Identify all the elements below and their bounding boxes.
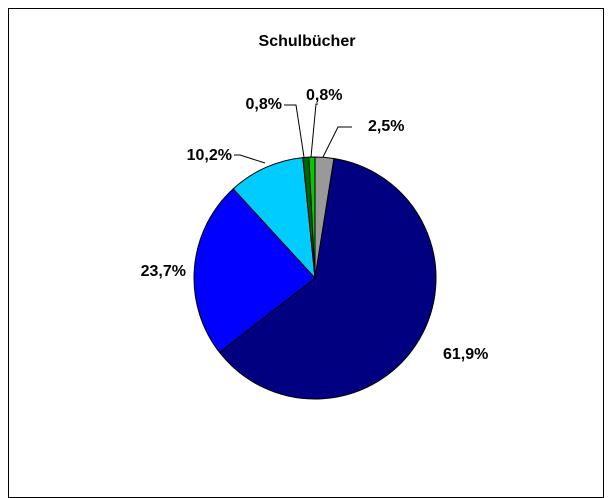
leader-line-6 (310, 103, 318, 158)
pie-slice-6 (308, 156, 316, 279)
pie-slice-4 (232, 157, 316, 280)
slice-label-6: 0,8% (306, 87, 342, 104)
pie-chart: 2,5% 61,9% 23,7% 10,2% 0,8% 0,8% (141, 87, 489, 400)
leader-line-5 (284, 104, 305, 158)
leader-lines (234, 103, 352, 164)
slice-label-1: 2,5% (368, 118, 404, 135)
slice-labels: 2,5% 61,9% 23,7% 10,2% 0,8% 0,8% (141, 87, 489, 363)
slice-label-2: 61,9% (443, 346, 488, 363)
slice-label-4: 10,2% (187, 147, 232, 164)
leader-line-4 (234, 154, 266, 164)
chart-title: Schulbücher (258, 33, 356, 50)
pie-slice-3 (193, 188, 316, 354)
slice-label-5: 0,8% (246, 96, 282, 113)
pie-slice-2 (218, 157, 437, 400)
slice-label-3: 23,7% (141, 263, 186, 280)
pie-slices (193, 156, 437, 400)
leader-line-1 (322, 126, 352, 158)
